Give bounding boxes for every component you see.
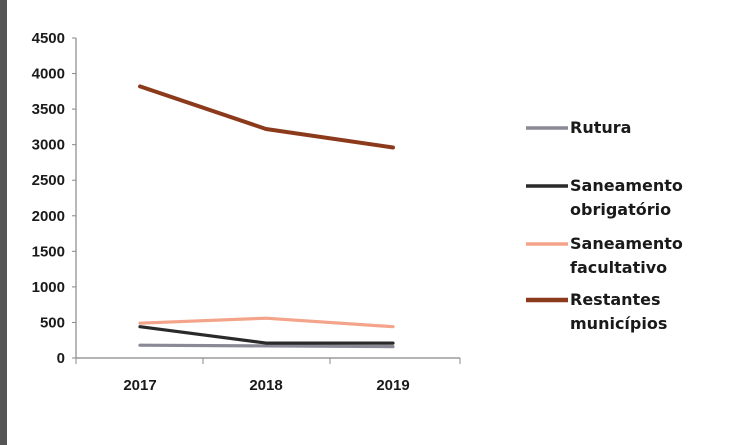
legend-label: Saneamento [570,176,683,195]
y-tick-label: 4000 [32,66,65,83]
x-tick-label: 2019 [376,377,409,394]
x-tick-label: 2017 [123,377,156,394]
y-tick-label: 1000 [32,279,65,296]
legend-label: facultativo [570,258,667,277]
y-tick-label: 4500 [32,30,65,47]
series-line-4 [138,84,395,150]
legend-label: Restantes [570,290,661,309]
legend-label: Rutura [570,118,631,137]
y-tick-label: 1500 [32,243,65,260]
series-line-2 [138,325,395,345]
legend: Rutura Saneamento obrigatório Saneamento fac… [526,118,683,333]
x-tick-label: 2018 [249,377,282,394]
series-line-1 [138,343,395,349]
legend-label: obrigatório [570,200,671,219]
y-tick-label: 3000 [32,137,65,154]
y-tick-label: 2500 [32,172,65,189]
y-axis-ticks: 0 500 1000 1500 2000 2500 3000 3500 4000 4500 [32,30,65,367]
series-lines [138,84,395,349]
axes [72,37,461,364]
left-scan-edge [0,0,7,445]
x-axis-ticks: 2017 2018 2019 [123,377,409,394]
y-tick-label: 3500 [32,101,65,118]
legend-label: Saneamento [570,234,683,253]
series-line-3 [138,316,395,329]
y-tick-label: 500 [40,314,65,331]
y-tick-label: 2000 [32,208,65,225]
legend-label: municípios [570,314,667,333]
y-tick-label: 0 [57,350,65,367]
